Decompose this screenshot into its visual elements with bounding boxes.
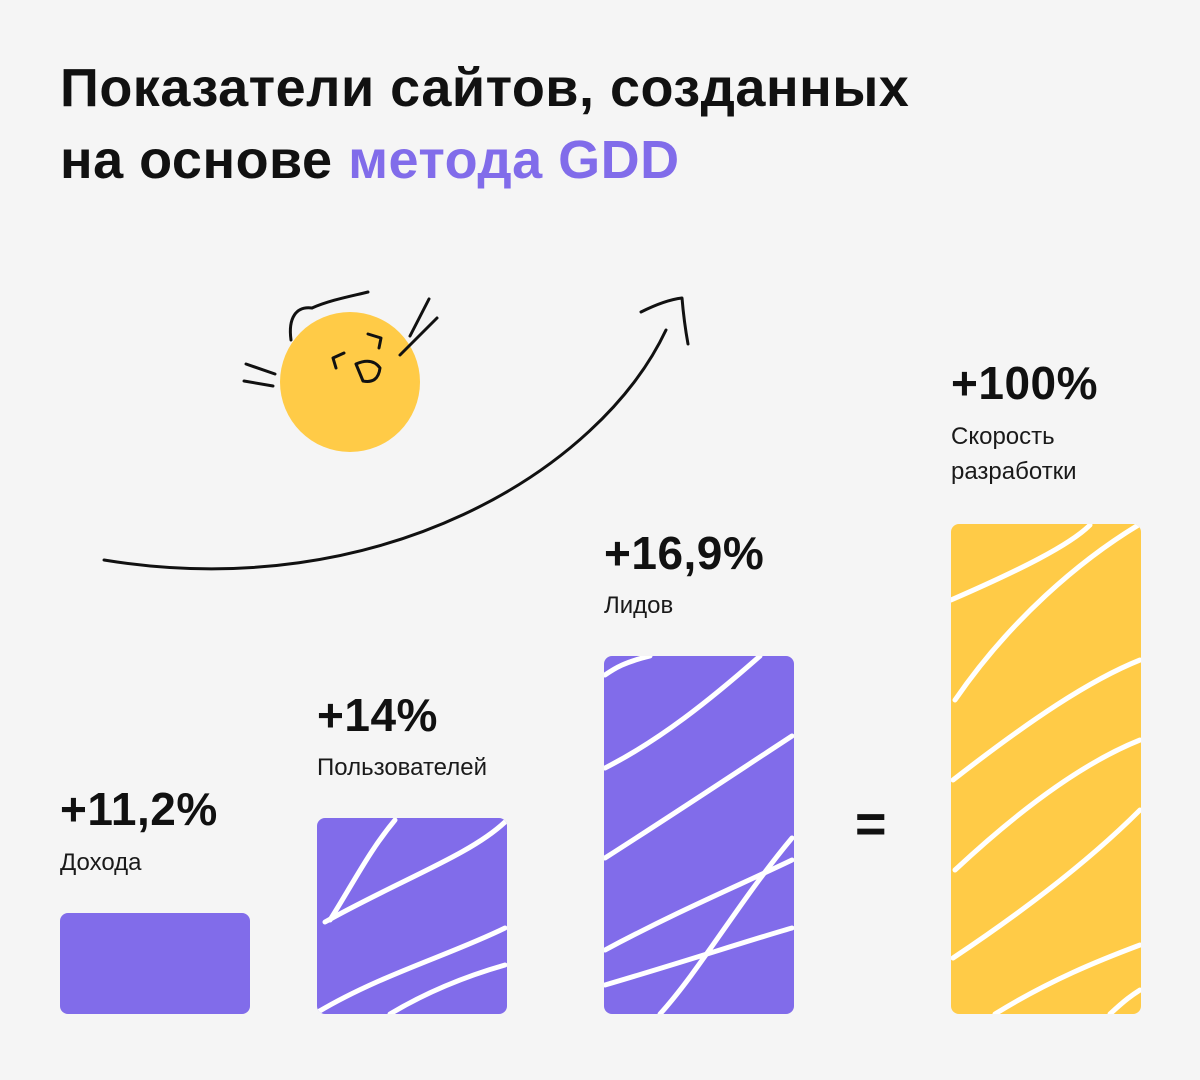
page-title: Показатели сайтов, созданных на основе м… bbox=[60, 52, 909, 196]
category-label-3-line-1: Скорость bbox=[951, 423, 1055, 450]
equals-sign: = bbox=[855, 794, 887, 854]
category-label-1: Пользователей bbox=[317, 754, 487, 781]
bar-pattern-2 bbox=[604, 656, 794, 1014]
bar-3 bbox=[951, 524, 1141, 1014]
bar-rect-1 bbox=[317, 818, 507, 1014]
title-line-1: Показатели сайтов, созданных bbox=[60, 58, 910, 118]
bar-1 bbox=[317, 818, 507, 1014]
bar-0 bbox=[60, 913, 250, 1014]
bar-rect-0 bbox=[60, 913, 250, 1014]
bar-pattern-1 bbox=[317, 818, 507, 1014]
value-label-1: +14% bbox=[317, 689, 438, 741]
smiling-sun-mascot-icon bbox=[242, 290, 439, 452]
title-line-2-plain: на основе bbox=[60, 130, 333, 190]
category-label-3-line-2: разработки bbox=[951, 458, 1077, 485]
category-label-2: Лидов bbox=[604, 592, 674, 619]
bar-pattern-3 bbox=[951, 524, 1141, 1014]
value-label-2: +16,9% bbox=[604, 527, 765, 579]
growth-arrow-icon bbox=[102, 296, 690, 571]
value-label-0: +11,2% bbox=[60, 783, 218, 835]
bar-2 bbox=[604, 656, 794, 1014]
value-label-3: +100% bbox=[951, 357, 1099, 409]
title-line-2-accent: метода GDD bbox=[348, 130, 680, 190]
category-label-0: Дохода bbox=[60, 849, 142, 876]
